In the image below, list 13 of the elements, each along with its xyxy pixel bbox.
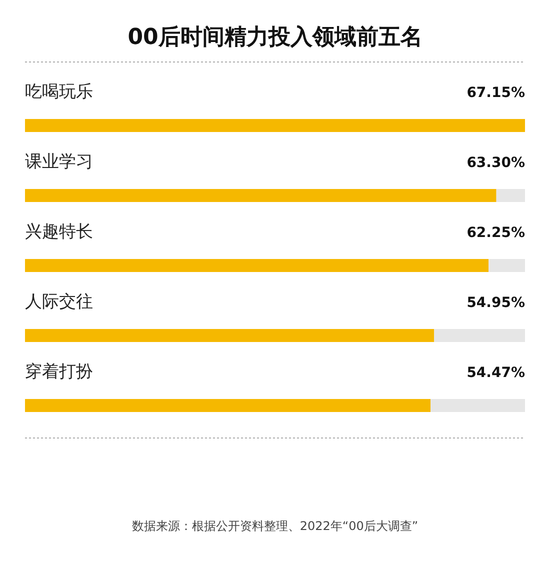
chart-title: 00后时间精力投入领域前五名 <box>128 25 422 50</box>
bar <box>25 119 525 132</box>
data-label: 63.30% <box>466 155 525 171</box>
y-tick-label: 兴趣特长 <box>25 222 93 242</box>
y-tick-label: 穿着打扮 <box>25 362 93 382</box>
y-tick-label: 课业学习 <box>25 152 93 172</box>
source-note: 数据来源：根据公开资料整理、2022年“00后大调查” <box>132 519 418 533</box>
data-label: 62.25% <box>466 225 525 241</box>
y-tick-label: 人际交往 <box>25 292 93 312</box>
data-label: 54.47% <box>466 365 525 381</box>
data-label: 67.15% <box>466 85 525 101</box>
y-tick-label: 吃喝玩乐 <box>25 82 93 102</box>
data-label: 54.95% <box>466 295 525 311</box>
